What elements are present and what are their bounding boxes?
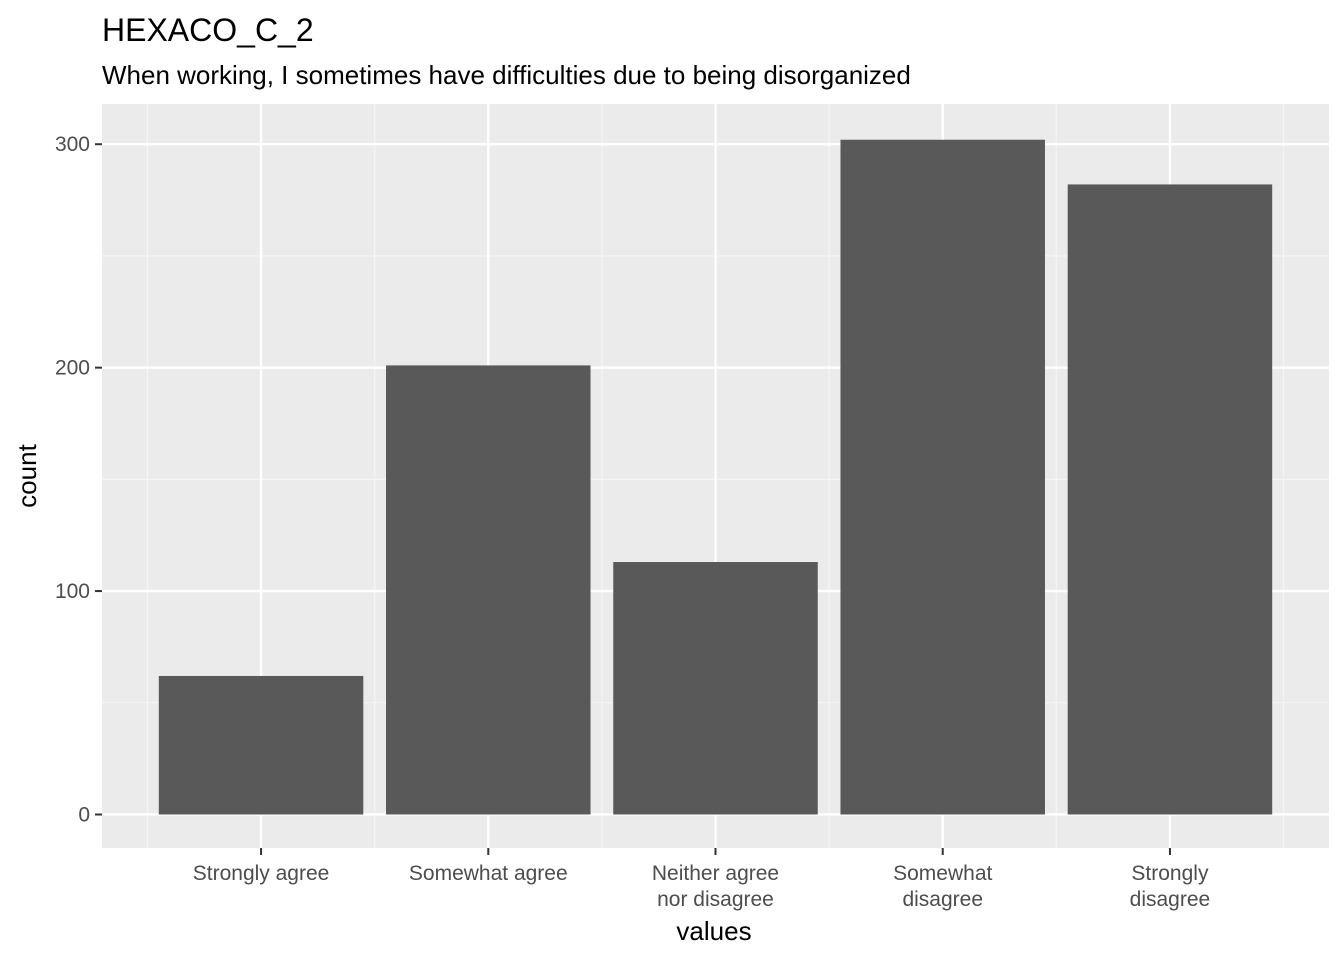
x-axis-title: values: [676, 916, 751, 946]
bar: [386, 365, 591, 815]
bar: [840, 139, 1045, 815]
x-tick-label: Somewhat agree: [409, 862, 568, 885]
y-tick-label: 100: [55, 580, 90, 603]
bar: [613, 562, 818, 815]
bars: [158, 139, 1273, 815]
y-axis-title: count: [12, 443, 42, 507]
chart-title: HEXACO_C_2: [102, 12, 314, 48]
y-tick-label: 0: [78, 803, 90, 826]
x-tick-label: Somewhat disagree: [893, 862, 992, 911]
bar: [158, 675, 364, 815]
x-tick-label: Strongly agree: [193, 862, 330, 885]
x-axis: Strongly agree Somewhat agree Neither agre…: [193, 848, 1210, 911]
x-tick-label: Strongly disagree: [1130, 862, 1211, 911]
chart-subtitle: When working, I sometimes have difficult…: [102, 60, 911, 90]
y-tick-label: 200: [55, 357, 90, 380]
bar: [1067, 184, 1273, 815]
y-axis: 0 100 200 300: [55, 133, 102, 826]
y-tick-label: 300: [55, 133, 90, 156]
x-tick-label: Neither agree nor disagree: [652, 862, 779, 911]
